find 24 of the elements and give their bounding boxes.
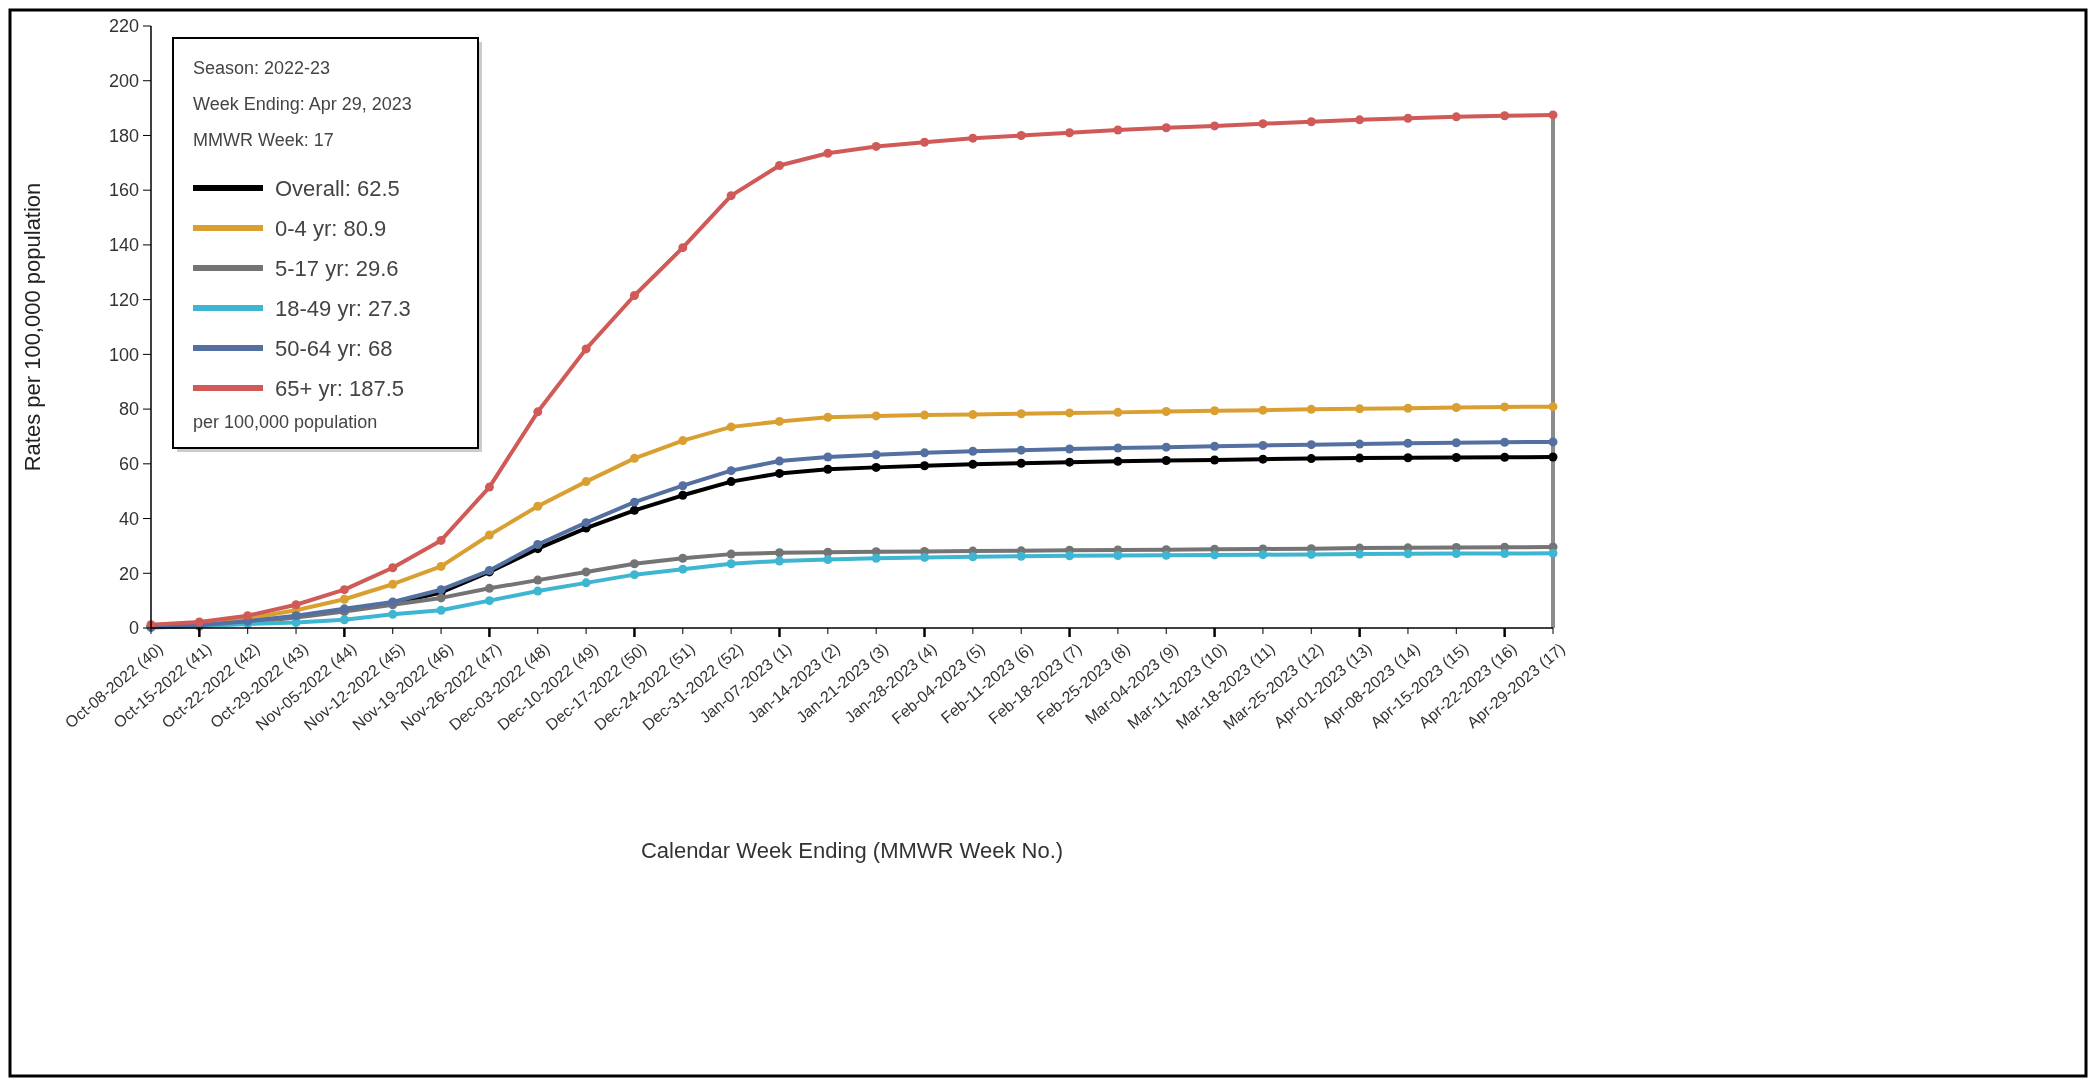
legend-label: 5-17 yr: 29.6: [275, 255, 399, 281]
y-tick-label: 160: [108, 180, 139, 201]
x-axis-title: Calendar Week Ending (MMWR Week No.): [640, 838, 1064, 863]
y-tick-label: 40: [118, 508, 139, 529]
y-tick-label: 20: [118, 563, 139, 584]
y-tick-label: 80: [118, 399, 139, 420]
annotation: Season: 2022-23: [193, 58, 331, 78]
legend-label: 50-64 yr: 68: [275, 335, 393, 361]
legend-label: 0-4 yr: 80.9: [275, 215, 387, 241]
legend-label: 18-49 yr: 27.3: [275, 295, 411, 321]
y-tick-label: 120: [108, 289, 139, 310]
y-tick-label: 140: [108, 235, 139, 256]
y-tick-label: 180: [108, 125, 139, 146]
annotation: Week Ending: Apr 29, 2023: [193, 94, 412, 114]
legend-label: Overall: 62.5: [275, 175, 400, 201]
annotation: per 100,000 population: [193, 412, 378, 432]
y-axis-title: Rates per 100,000 population: [20, 182, 45, 472]
annotation: MMWR Week: 17: [193, 130, 334, 150]
y-tick-label: 100: [108, 344, 139, 365]
y-tick-label: 200: [108, 71, 139, 92]
legend-label: 65+ yr: 187.5: [275, 375, 405, 401]
y-tick-label: 60: [118, 454, 139, 475]
y-tick-label: 0: [128, 618, 139, 639]
y-tick-label: 220: [108, 16, 139, 37]
